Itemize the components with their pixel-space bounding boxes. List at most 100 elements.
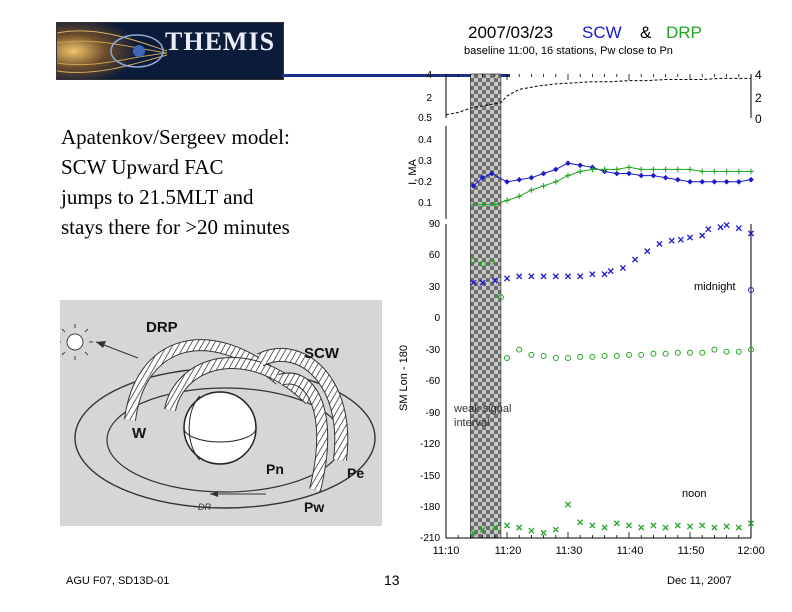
longitude-point <box>528 527 535 534</box>
longitude-point <box>625 522 633 529</box>
scw-current-point <box>553 166 559 173</box>
drp-current-point <box>553 179 559 185</box>
drp-current-point <box>528 187 535 193</box>
weak-signal-shade <box>470 73 502 539</box>
longitude-point <box>644 248 651 255</box>
noon-label: noon <box>682 488 706 500</box>
logo-text: THEMIS <box>165 27 276 56</box>
lon-tick: 60 <box>429 250 441 261</box>
longitude-point <box>470 529 477 536</box>
longitude-point <box>735 524 742 531</box>
longitude-point <box>491 524 498 531</box>
longitude-point <box>747 230 755 237</box>
x-tick: 12:00 <box>737 545 765 557</box>
chart-subtitle: baseline 11:00, 16 stations, Pw close to… <box>464 45 673 57</box>
x-tick: 11:20 <box>495 545 522 557</box>
x-tick: 11:10 <box>433 545 460 557</box>
longitude-point <box>686 234 694 241</box>
chart-title-date: 2007/03/23 <box>468 23 553 42</box>
drp-current-point <box>601 166 608 173</box>
longitude-point <box>650 350 657 357</box>
scw-current-point <box>736 179 742 185</box>
longitude-point <box>470 279 477 286</box>
longitude-point <box>656 240 663 247</box>
scw-current-point <box>488 170 495 177</box>
longitude-point <box>564 501 572 508</box>
lon-tick: -210 <box>420 533 440 544</box>
baseline-tick-right: 0 <box>755 112 762 126</box>
lon-tick: -60 <box>426 376 441 387</box>
weak-signal-label: weak signal <box>453 403 511 415</box>
diagram-label-pe: Pe <box>347 465 364 481</box>
diagram-label-pn: Pn <box>266 461 284 477</box>
longitude-point <box>601 524 608 531</box>
longitude-point <box>479 526 486 533</box>
drp-current-point <box>675 166 681 173</box>
longitude-point <box>552 526 559 533</box>
themis-logo: THEMIS <box>56 22 284 80</box>
longitude-point <box>479 279 486 286</box>
scw-current-point <box>650 172 657 179</box>
longitude-point <box>723 348 730 355</box>
scw-current-point <box>516 176 522 183</box>
lon-tick: -150 <box>420 471 440 482</box>
longitude-point <box>699 349 706 356</box>
longitude-point <box>662 524 669 531</box>
drp-current-point <box>589 166 596 173</box>
drp-current-point <box>687 166 693 173</box>
longitude-point <box>479 260 486 267</box>
longitude-point <box>577 273 584 280</box>
diagram-label-pw: Pw <box>304 499 324 515</box>
description-line-3: jumps to 21.5MLT and <box>61 185 254 209</box>
scw-current-line <box>473 162 752 187</box>
longitude-point <box>662 350 669 357</box>
longitude-point <box>577 519 584 526</box>
drp-current-point <box>736 168 742 175</box>
longitude-point <box>748 286 754 293</box>
longitude-point <box>503 522 511 529</box>
longitude-point <box>552 273 559 280</box>
longitude-point <box>589 522 596 529</box>
drp-current-point <box>470 201 477 208</box>
lon-tick: 30 <box>429 282 441 293</box>
model-description: Apatenkov/Sergeev model: SCW Upward FAC … <box>61 122 391 242</box>
weak-signal-label: interval <box>454 417 489 429</box>
lon-tick: 90 <box>429 219 441 230</box>
baseline-line <box>445 77 751 116</box>
longitude-point <box>540 273 547 280</box>
scw-current-point <box>504 179 510 185</box>
scw-current-point <box>723 179 730 185</box>
drp-current-point <box>540 183 547 189</box>
current-tick: 0.1 <box>418 198 432 209</box>
longitude-point <box>516 346 523 353</box>
longitude-point <box>488 258 495 265</box>
baseline-tick-right: 4 <box>755 68 762 82</box>
scw-current-point <box>662 174 669 181</box>
description-line-2: SCW Upward FAC <box>61 155 224 179</box>
drp-current-point <box>638 166 644 173</box>
scw-current-point <box>528 174 535 181</box>
current-system-diagram: DRP SCW W Pn Pe Pw DR <box>57 300 382 526</box>
longitude-point <box>504 354 510 361</box>
longitude-point <box>577 353 584 360</box>
scw-current-point <box>614 170 620 177</box>
longitude-point <box>528 351 535 358</box>
longitude-point <box>677 236 684 243</box>
scw-current-point <box>470 183 477 189</box>
longitude-point <box>723 221 730 229</box>
longitude-point <box>601 271 608 278</box>
diagram-label-w: W <box>132 425 147 442</box>
longitude-point <box>516 273 523 280</box>
scw-current-point <box>577 162 583 169</box>
longitude-point <box>699 232 706 239</box>
scw-current-point <box>638 172 644 179</box>
longitude-point <box>705 226 712 233</box>
drp-current-point <box>711 168 718 175</box>
lon-tick: -120 <box>420 439 440 450</box>
scw-current-point <box>699 179 705 185</box>
longitude-point <box>674 349 681 356</box>
longitude-point <box>626 351 632 358</box>
diagram-label-drp: DRP <box>146 319 178 336</box>
description-line-1: Apatenkov/Sergeev model: <box>61 125 290 149</box>
longitude-point <box>601 352 608 359</box>
